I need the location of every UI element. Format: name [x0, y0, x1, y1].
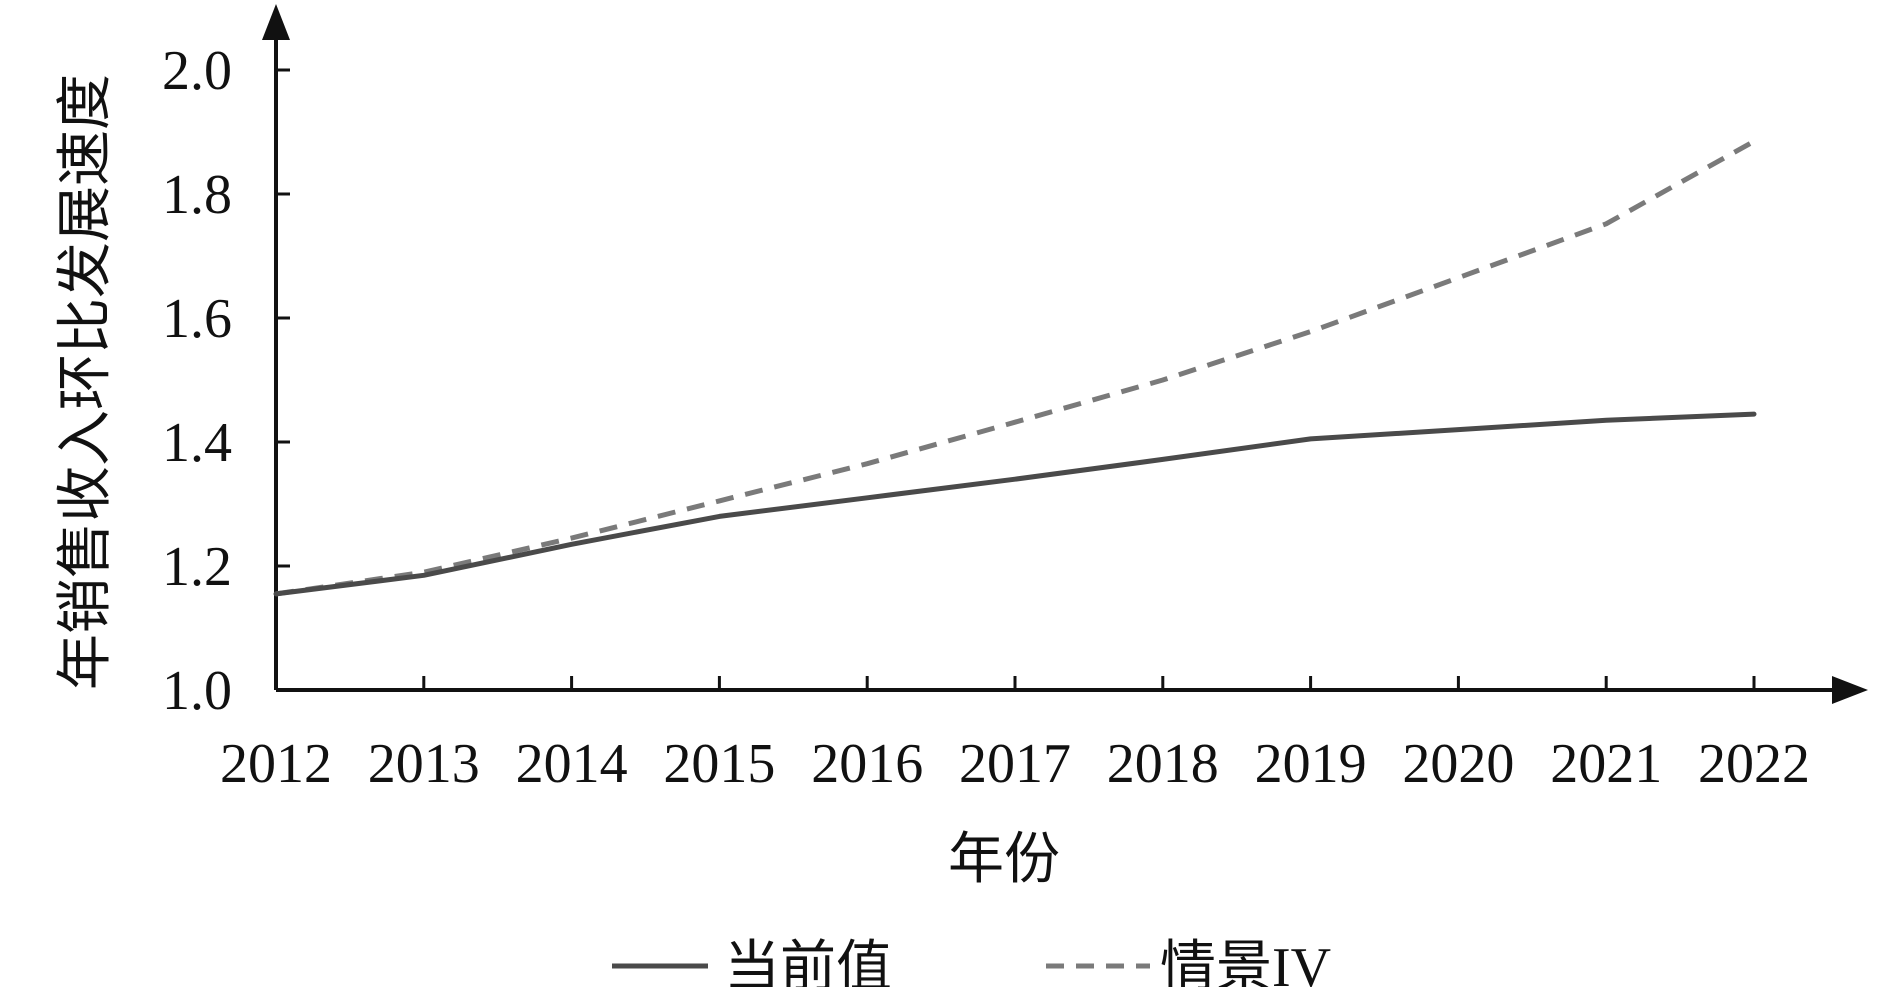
x-tick-label: 2012 — [220, 733, 332, 795]
x-tick-label: 2021 — [1550, 733, 1662, 795]
legend-label-scenario-iv: 情景IV — [1160, 937, 1331, 987]
x-tick-label: 2022 — [1698, 733, 1810, 795]
x-ticks: 2012 2013 2014 2015 2016 2017 2018 2019 2020 2021… — [220, 676, 1810, 795]
x-tick-label: 2019 — [1255, 733, 1367, 795]
y-ticks: 1.0 1.2 1.4 1.6 1.8 2.0 — [162, 40, 290, 722]
y-tick-label: 1.0 — [162, 660, 232, 722]
legend-label-current: 当前值 — [724, 937, 892, 987]
x-tick-label: 2014 — [516, 733, 628, 795]
x-tick-label: 2015 — [663, 733, 775, 795]
y-tick-label: 1.6 — [162, 288, 232, 350]
axes — [262, 4, 1868, 704]
x-tick-label: 2016 — [811, 733, 923, 795]
x-tick-label: 2017 — [959, 733, 1071, 795]
y-axis-title: 年销售收入环比发展速度 — [55, 74, 117, 690]
y-axis-arrow — [262, 4, 290, 40]
x-axis-arrow — [1832, 676, 1868, 704]
y-tick-label: 1.4 — [162, 412, 232, 474]
x-tick-label: 2018 — [1107, 733, 1219, 795]
series — [273, 139, 1757, 597]
x-axis-title: 年份 — [948, 829, 1060, 891]
x-tick-label: 2013 — [368, 733, 480, 795]
y-tick-label: 1.2 — [162, 536, 232, 598]
y-tick-label: 1.8 — [162, 164, 232, 226]
x-tick-label: 2020 — [1402, 733, 1514, 795]
legend: 当前值 情景IV — [612, 937, 1331, 992]
y-tick-label: 2.0 — [162, 40, 232, 102]
series-line-current — [273, 411, 1757, 597]
series-line-scenario-iv — [275, 139, 1756, 597]
